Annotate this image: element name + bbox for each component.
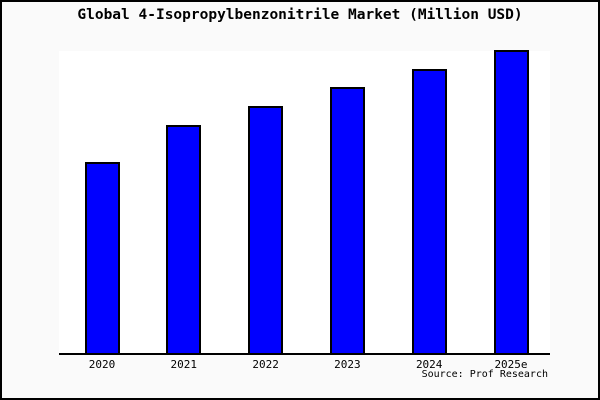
chart-title: Global 4-Isopropylbenzonitrile Market (M…: [77, 7, 523, 23]
x-tick-label-2021: 2021: [170, 358, 198, 371]
x-axis-tick-labels: 2020 2021 2022 2023 2024 2025e: [59, 358, 550, 372]
source-label: Source: Prof Research: [421, 369, 548, 380]
x-tick-label-2020: 2020: [88, 358, 116, 371]
x-tick-label-2025e: 2025e: [494, 358, 528, 371]
bar-2022: [248, 106, 284, 353]
x-tick-label-2023: 2023: [334, 358, 361, 371]
plot-area: [59, 50, 550, 355]
bar-2021: [166, 125, 202, 353]
bar-2025e: [493, 50, 529, 353]
bar-2023: [329, 87, 365, 353]
x-tick-label-2022: 2022: [252, 358, 279, 371]
bar-2024: [411, 69, 447, 353]
bar-2020: [84, 162, 120, 353]
x-tick-label-2024: 2024: [415, 358, 443, 371]
